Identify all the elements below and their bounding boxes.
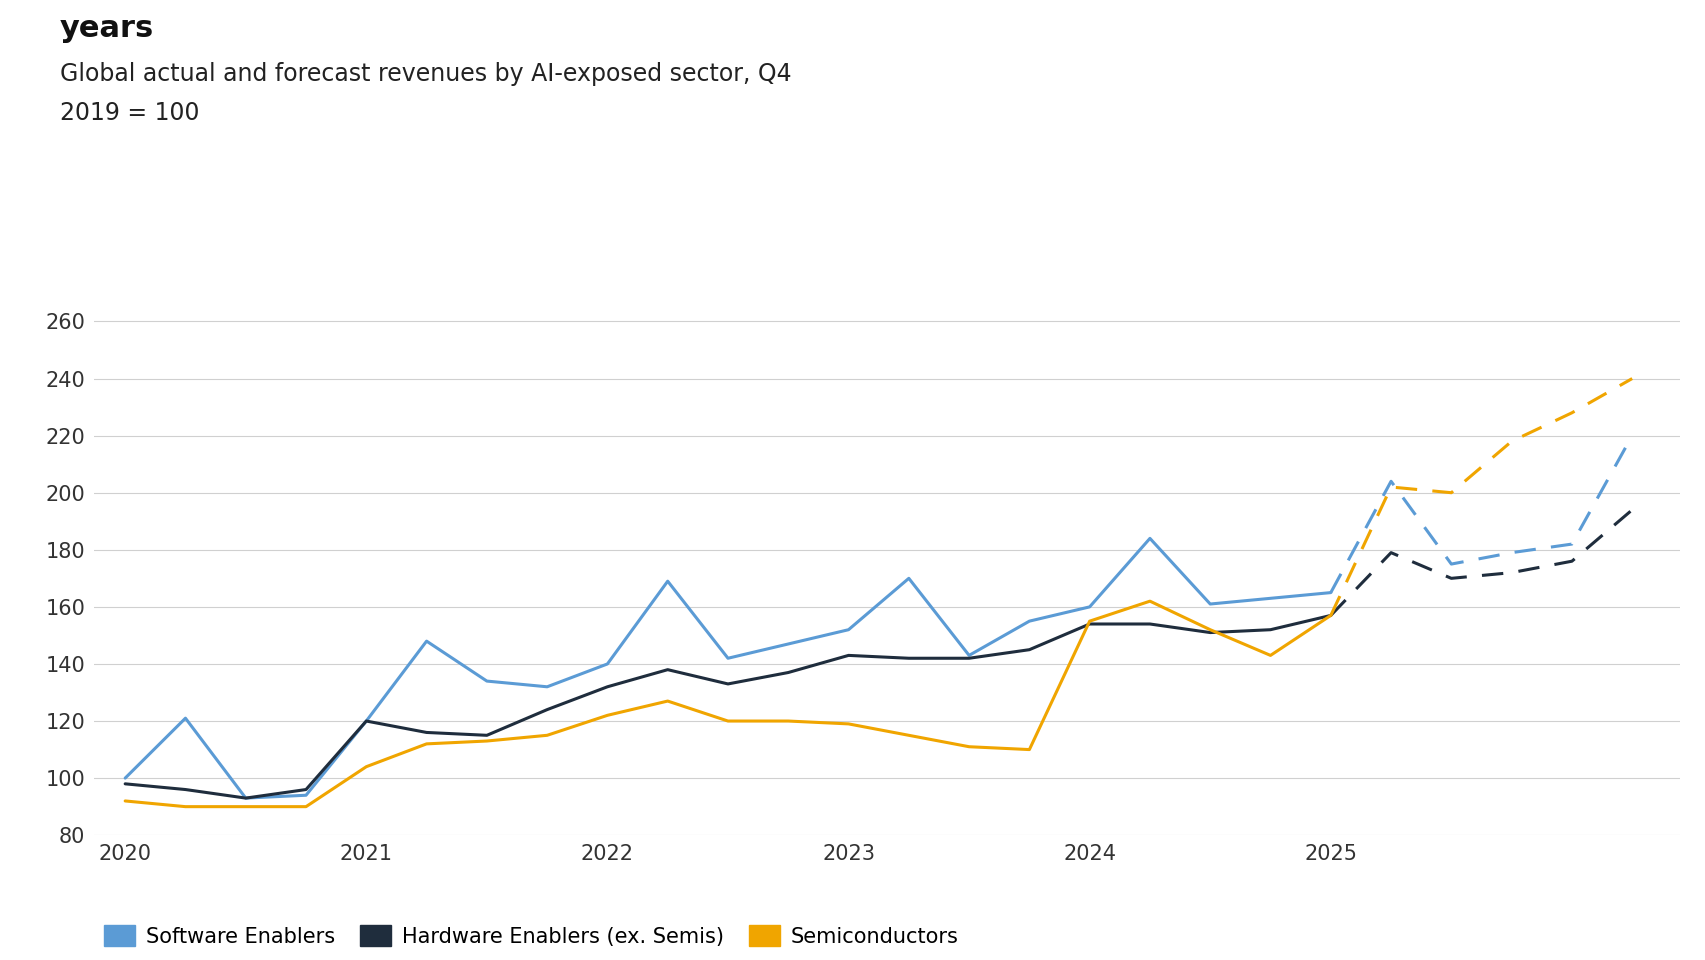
Text: years: years bbox=[60, 14, 153, 43]
Text: 2019 = 100: 2019 = 100 bbox=[60, 101, 199, 125]
Legend: Software Enablers, Hardware Enablers (ex. Semis), Semiconductors: Software Enablers, Hardware Enablers (ex… bbox=[104, 924, 958, 947]
Text: Global actual and forecast revenues by AI-exposed sector, Q4: Global actual and forecast revenues by A… bbox=[60, 62, 791, 86]
